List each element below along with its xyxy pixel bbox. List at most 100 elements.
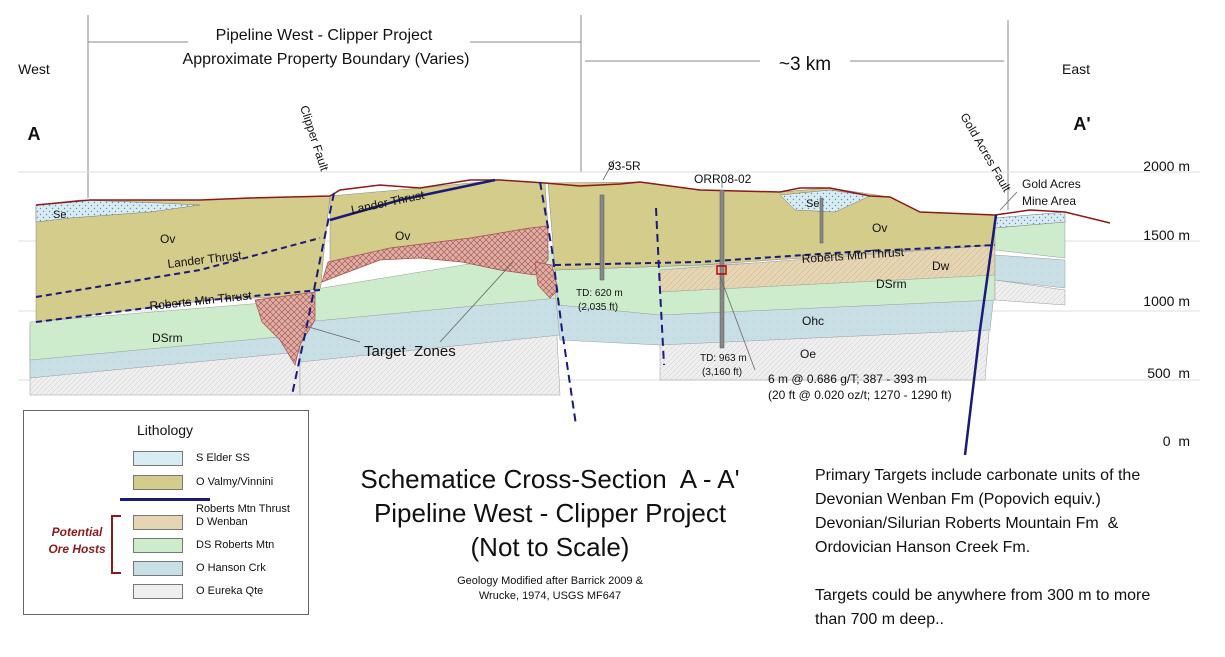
legend-title: Lithology <box>137 422 194 438</box>
topographic-surface <box>35 179 1111 224</box>
notes-line-4: Ordovician Hanson Creek Fm. <box>815 539 1031 556</box>
notes-line-6: than 700 m deep.. <box>815 611 944 628</box>
diagram-title: Schematice Cross-Section A - A' Pipeline… <box>330 462 770 564</box>
clipper-fault-line <box>291 192 335 396</box>
unit-ov-mid: Ov <box>395 229 410 243</box>
target-leaders <box>301 191 1018 343</box>
legend-label-elder: S Elder SS <box>196 452 250 464</box>
intercept-line-2: (20 ft @ 0.020 oz/t; 1270 - 1290 ft) <box>768 388 952 402</box>
legend-line-thrust <box>120 498 210 501</box>
header-distance: ~3 km <box>779 54 831 75</box>
unit-dsrm-right: DSrm <box>876 277 907 291</box>
geology-layers <box>29 179 1066 396</box>
central-fault-line <box>539 181 577 426</box>
legend-item-thrust: Roberts Mtn Thrust <box>24 491 310 515</box>
gold-acres-fault-line <box>963 214 998 456</box>
title-line-1: Schematice Cross-Section A - A' <box>360 464 740 494</box>
legend-swatch-robertsmtn <box>133 538 183 553</box>
section-end-a-prime: A' <box>1073 114 1090 134</box>
intercept-line-1: 6 m @ 0.686 g/T; 387 - 393 m <box>768 372 927 386</box>
target-zone-mid <box>534 261 559 299</box>
gold-acres-mine-line-1: Gold Acres <box>1022 177 1081 191</box>
credit-line-1: Geology Modified after Barrick 2009 & <box>457 575 643 587</box>
direction-east: East <box>1062 61 1090 77</box>
gold-acres-fault-label: Gold Acres Fault <box>957 111 1014 195</box>
drillhole-93-5r-label: 93-5R <box>608 159 641 173</box>
section-end-a: A <box>28 124 41 144</box>
target-notes: Primary Targets include carbonate units … <box>815 464 1220 632</box>
thrust-lines <box>35 178 996 323</box>
lander-thrust-mid <box>329 178 496 222</box>
legend-item-hanson: O Hanson Crk <box>24 561 310 579</box>
legend-label-eureka: O Eureka Qte <box>196 585 264 597</box>
lander-thrust-left <box>35 237 321 298</box>
hanson-layer-east <box>994 254 1066 289</box>
legend: Lithology S Elder SS O Valmy/Vinnini Rob… <box>23 410 309 615</box>
legend-label-thrust: Roberts Mtn Thrust <box>196 503 290 515</box>
legend-item-wenban: D Wenban <box>24 515 310 533</box>
header-boundary: Approximate Property Boundary (Varies) <box>183 51 470 68</box>
drillhole-93-5r-td-ft: (2,035 ft) <box>578 302 618 313</box>
drillhole-93-5r-td: TD: 620 m <box>576 288 623 299</box>
elevation-500: 500 m <box>1147 365 1190 381</box>
direction-west: West <box>18 61 50 77</box>
notes-line-2: Devonian Wenban Fm (Popovich equiv.) <box>815 491 1101 508</box>
elder-layer-right <box>779 189 871 213</box>
potential-ore-bracket <box>111 515 121 574</box>
legend-item-eureka: O Eureka Qte <box>24 584 310 602</box>
legend-item-valmy: O Valmy/Vinnini <box>24 475 310 493</box>
potential-line-1: Potential <box>51 525 103 539</box>
header-project-title: Pipeline West - Clipper Project <box>216 27 433 44</box>
title-line-3: (Not to Scale) <box>470 532 630 562</box>
unit-ohc: Ohc <box>802 314 824 328</box>
unit-dsrm-left: DSrm <box>152 331 183 345</box>
faults <box>291 181 998 456</box>
potential-line-2: Ore Hosts <box>48 542 106 556</box>
clipper-fault-label: Clipper Fault <box>297 104 332 174</box>
unit-oe: Oe <box>800 347 816 361</box>
geology-credit: Geology Modified after Barrick 2009 & Wr… <box>420 574 680 604</box>
legend-swatch-wenban <box>133 515 183 530</box>
drillhole-right <box>819 197 824 244</box>
target-zone-upper <box>321 225 549 283</box>
drillhole-orr08-02-td: TD: 963 m <box>700 353 747 364</box>
legend-label-hanson: O Hanson Crk <box>196 562 266 574</box>
drillhole-orr08-02 <box>719 189 725 349</box>
legend-item-robertsmtn: DS Roberts Mtn <box>24 538 310 556</box>
potential-ore-hosts-label: Potential Ore Hosts <box>42 524 112 558</box>
target-zones-label: Target Zones <box>364 343 456 360</box>
unit-se-right: Se <box>806 198 819 210</box>
legend-swatch-hanson <box>133 561 183 576</box>
elevation-0: 0 m <box>1163 433 1190 449</box>
credit-line-2: Wrucke, 1974, USGS MF647 <box>478 590 622 602</box>
drillholes <box>599 159 824 371</box>
legend-label-valmy: O Valmy/Vinnini <box>196 476 274 488</box>
title-line-2: Pipeline West - Clipper Project <box>373 498 727 528</box>
drillhole-orr08-02-td-ft: (3,160 ft) <box>702 367 742 378</box>
drillhole-93-5r <box>599 194 605 281</box>
gold-acres-mine-line-2: Mine Area <box>1022 194 1076 208</box>
legend-label-robertsmtn: DS Roberts Mtn <box>196 539 275 551</box>
unit-se-left: Se <box>53 209 66 221</box>
elevation-1500: 1500 m <box>1143 227 1190 243</box>
roberts-mtn-thrust-left <box>35 289 321 323</box>
notes-line-3: Devonian/Silurian Roberts Mountain Fm & <box>815 515 1119 532</box>
notes-line-5: Targets could be anywhere from 300 m to … <box>815 587 1151 604</box>
unit-ov-right: Ov <box>872 221 887 235</box>
intercept-marker <box>716 265 727 275</box>
legend-swatch-eureka <box>133 584 183 599</box>
unit-dw: Dw <box>932 259 950 273</box>
notes-line-1: Primary Targets include carbonate units … <box>815 467 1141 484</box>
legend-swatch-valmy <box>133 475 183 490</box>
eureka-layer-east <box>994 279 1066 306</box>
target-zone-left <box>254 291 316 366</box>
elevation-2000: 2000 m <box>1143 158 1190 174</box>
legend-swatch-elder <box>133 451 183 466</box>
elevation-1000: 1000 m <box>1143 293 1190 309</box>
header-lines <box>87 15 1009 210</box>
roberts-mtn-thrust-right <box>554 244 996 266</box>
drillhole-orr08-02-label: ORR08-02 <box>694 172 752 186</box>
minor-fault-line <box>655 207 665 366</box>
legend-item-elder: S Elder SS <box>24 451 310 469</box>
